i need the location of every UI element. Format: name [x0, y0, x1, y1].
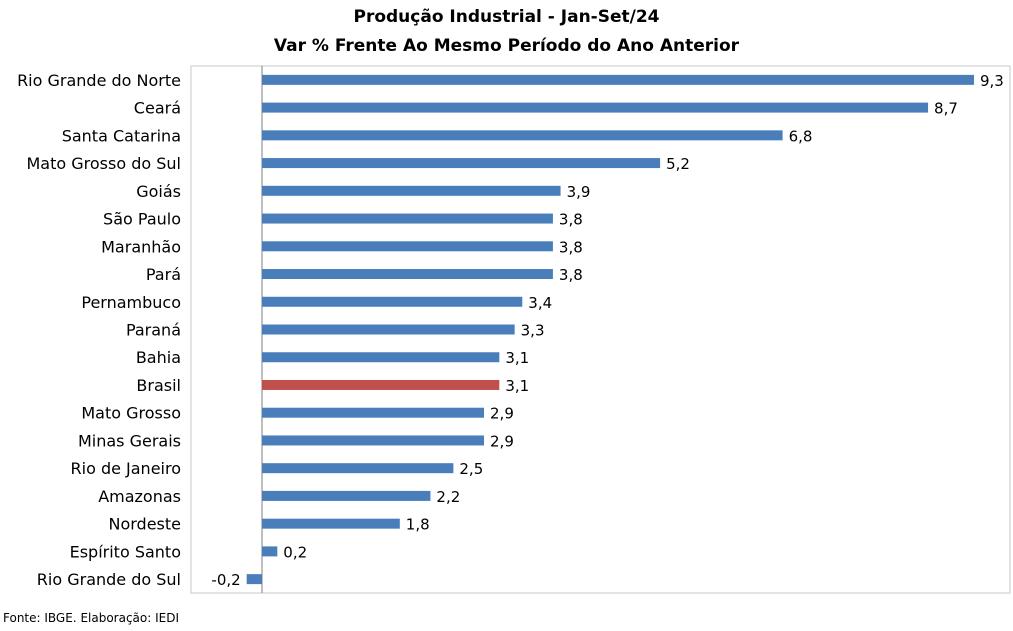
- bar: [262, 185, 561, 196]
- value-label: 2,2: [436, 488, 460, 506]
- category-label: Rio de Janeiro: [71, 459, 182, 478]
- value-label: 0,2: [283, 543, 307, 561]
- value-label: 3,9: [567, 183, 591, 201]
- bar: [262, 352, 500, 363]
- bar: [262, 241, 553, 252]
- bar: [262, 407, 485, 418]
- category-label: Ceará: [134, 99, 181, 118]
- value-label: 3,8: [559, 238, 583, 256]
- category-label: Goiás: [136, 182, 181, 201]
- bar: [262, 130, 783, 141]
- value-label: 8,7: [934, 100, 958, 118]
- category-label: Minas Gerais: [78, 431, 181, 450]
- bar: [262, 158, 661, 169]
- value-label: 9,3: [980, 72, 1004, 90]
- value-label: 3,4: [528, 294, 552, 312]
- bar-highlight: [262, 379, 500, 390]
- value-label: 3,1: [505, 349, 529, 367]
- bar: [262, 102, 929, 113]
- category-label: Paraná: [126, 321, 181, 340]
- value-label: 3,3: [521, 322, 545, 340]
- category-label: Nordeste: [108, 515, 181, 534]
- bar: [262, 324, 515, 335]
- source-note: Fonte: IBGE. Elaboração: IEDI: [3, 611, 180, 625]
- category-label: Rio Grande do Norte: [17, 71, 181, 90]
- category-label: São Paulo: [103, 210, 181, 229]
- bar: [262, 74, 974, 85]
- value-label: 2,9: [490, 405, 514, 423]
- category-label: Pernambuco: [81, 293, 181, 312]
- category-label: Brasil: [136, 376, 181, 395]
- plot-area-border: [190, 65, 1011, 594]
- category-label: Pará: [146, 265, 181, 284]
- category-label: Santa Catarina: [62, 126, 181, 145]
- bar: [262, 518, 400, 529]
- bar: [262, 435, 485, 446]
- category-label: Amazonas: [98, 487, 181, 506]
- bar: [262, 296, 523, 307]
- bar: [262, 213, 553, 224]
- bar: [262, 490, 431, 501]
- bar: [262, 269, 553, 280]
- category-label: Espírito Santo: [70, 542, 181, 561]
- value-label: 3,8: [559, 211, 583, 229]
- chart-subtitle: Var % Frente Ao Mesmo Período do Ano Ant…: [273, 36, 740, 56]
- bar: [262, 546, 278, 557]
- category-label: Bahia: [136, 348, 181, 367]
- chart-title: Produção Industrial - Jan-Set/24: [353, 7, 660, 27]
- value-label: 3,8: [559, 266, 583, 284]
- bar: [246, 574, 262, 585]
- bar: [262, 463, 454, 474]
- value-label: 5,2: [666, 155, 690, 173]
- value-label: 2,5: [459, 460, 483, 478]
- category-label: Maranhão: [101, 237, 181, 256]
- category-label: Mato Grosso: [81, 404, 181, 423]
- value-label: 3,1: [505, 377, 529, 395]
- category-label: Rio Grande do Sul: [37, 570, 181, 589]
- value-label: 2,9: [490, 432, 514, 450]
- value-label: -0,2: [211, 571, 240, 589]
- value-label: 1,8: [406, 516, 430, 534]
- category-label: Mato Grosso do Sul: [27, 154, 182, 173]
- value-label: 6,8: [789, 127, 813, 145]
